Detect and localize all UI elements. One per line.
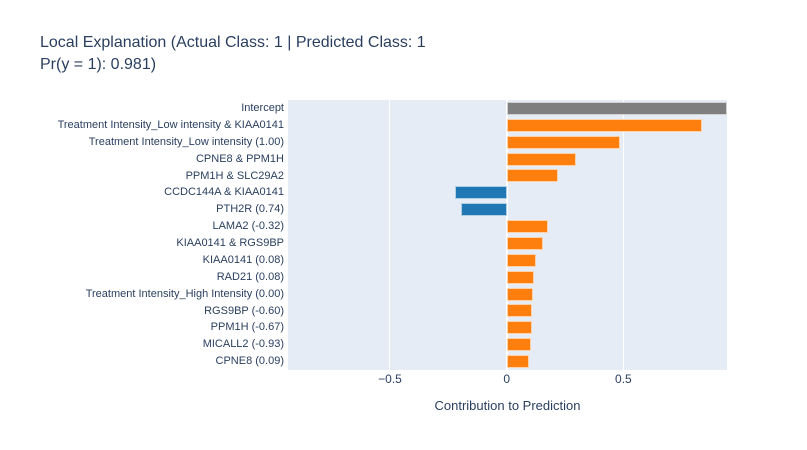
contribution-bar[interactable] <box>506 236 543 250</box>
x-axis-tick-label: 0 <box>503 372 511 386</box>
contribution-bar[interactable] <box>506 304 533 318</box>
x-axis-tick-label: 0.5 <box>615 372 632 386</box>
contribution-bar[interactable] <box>506 169 559 183</box>
contribution-bar[interactable] <box>460 203 507 217</box>
y-axis-label: PPM1H & SLC29A2 <box>185 169 284 182</box>
y-axis-label: PTH2R (0.74) <box>216 203 284 216</box>
chart-title-line2: Pr(y = 1): 0.981) <box>40 56 157 73</box>
y-axis-labels: Intercept Treatment Intensity_Low intensi… <box>0 100 284 370</box>
contribution-bar[interactable] <box>506 152 576 166</box>
zero-gridline <box>505 100 508 370</box>
y-axis-label: CCDC144A & KIAA0141 <box>164 186 284 199</box>
chart-title: Local Explanation (Actual Class: 1 | Pre… <box>40 32 426 76</box>
contribution-bar[interactable] <box>506 355 529 369</box>
contribution-bar[interactable] <box>506 220 549 234</box>
contribution-bar[interactable] <box>506 135 621 149</box>
contribution-bar[interactable] <box>506 338 531 352</box>
y-axis-label: Intercept <box>241 102 284 114</box>
y-axis-label: CPNE8 (0.09) <box>215 355 284 368</box>
y-axis-label: KIAA0141 & RGS9BP <box>176 237 284 249</box>
x-axis-tick-label: −0.5 <box>378 372 402 386</box>
y-axis-label: Treatment Intensity_Low intensity (1.00) <box>88 135 284 148</box>
y-axis-label: PPM1H (-0.67) <box>210 321 284 334</box>
contribution-bar[interactable] <box>455 186 507 200</box>
y-axis-label: CPNE8 & PPM1H <box>195 152 284 165</box>
x-axis-title: Contribution to Prediction <box>434 398 581 413</box>
contribution-bar[interactable] <box>506 101 727 115</box>
y-axis-label: RGS9BP (-0.60) <box>204 304 284 317</box>
y-axis-label: LAMA2 (-0.32) <box>212 220 284 233</box>
y-axis-label: KIAA0141 (0.08) <box>202 253 284 266</box>
chart-title-line1: Local Explanation (Actual Class: 1 | Pre… <box>40 34 426 51</box>
y-axis-label: RAD21 (0.08) <box>216 270 284 283</box>
contribution-bar[interactable] <box>506 118 702 132</box>
contribution-bar[interactable] <box>506 321 532 335</box>
y-axis-label: Treatment Intensity_High Intensity (0.00… <box>85 287 284 300</box>
plot-area <box>288 100 727 370</box>
contribution-bar[interactable] <box>506 270 535 284</box>
gridline <box>389 100 391 370</box>
contribution-bar[interactable] <box>506 253 536 267</box>
y-axis-label: Treatment Intensity_Low intensity & KIAA… <box>57 118 284 131</box>
y-axis-label: MICALL2 (-0.93) <box>202 338 284 351</box>
gridline <box>622 100 624 370</box>
contribution-bar[interactable] <box>506 287 533 301</box>
